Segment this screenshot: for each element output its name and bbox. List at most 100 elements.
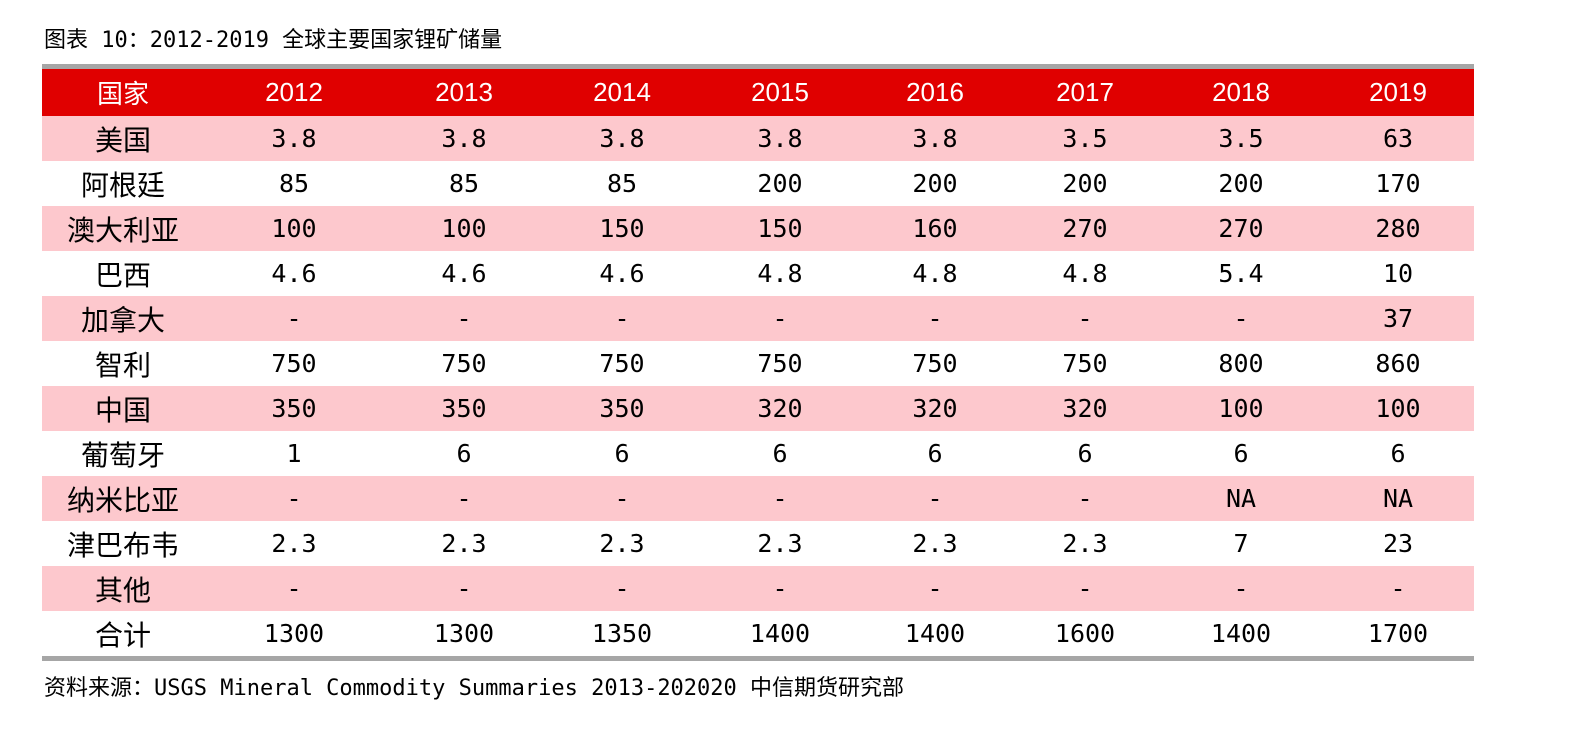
table-row: 智利 750 750 750 750 750 750 800 860 [42,341,1474,386]
value-cell: 2.3 [757,529,803,558]
value-cell: 160 [912,214,958,243]
value-cell: 6 [772,439,788,468]
country-cell: 合计 [94,619,151,651]
value-cell: 860 [1375,349,1421,378]
value-cell: - [614,574,630,603]
value-cell: 3.5 [1062,124,1108,153]
value-cell: 750 [599,349,645,378]
value-cell: - [927,484,943,513]
header-year: 2013 [435,77,493,107]
value-cell: NA [1225,484,1257,513]
value-cell: - [286,484,302,513]
country-cell: 智利 [94,349,151,381]
value-cell: 63 [1382,124,1414,153]
value-cell: 4.6 [271,259,317,288]
value-cell: - [927,574,943,603]
country-cell: 澳大利亚 [66,214,179,246]
table-body: 美国 3.8 3.8 3.8 3.8 3.8 3.5 3.5 63 阿根廷 85 85 85 200 200… [42,116,1474,656]
value-cell: 4.8 [757,259,803,288]
value-cell: 800 [1218,349,1264,378]
value-cell: 23 [1382,529,1414,558]
header-year: 2016 [906,77,964,107]
value-cell: 7 [1233,529,1249,558]
value-cell: 280 [1375,214,1421,243]
value-cell: 85 [278,169,310,198]
value-cell: 750 [441,349,487,378]
value-cell: 100 [271,214,317,243]
header-country: 国家 [96,79,149,109]
value-cell: 5.4 [1218,259,1264,288]
value-cell: - [456,304,472,333]
value-cell: 6 [614,439,630,468]
source-note: 资料来源：USGS Mineral Commodity Summaries 20… [44,676,905,701]
value-cell: 1400 [1210,619,1272,648]
value-cell: 320 [912,394,958,423]
table-row: 葡萄牙 1 6 6 6 6 6 6 6 [42,431,1474,476]
value-cell: - [1077,484,1093,513]
value-cell: 100 [1218,394,1264,423]
value-cell: - [772,484,788,513]
table-row: 其他 - - - - - - - - [42,566,1474,611]
country-cell: 津巴布韦 [66,529,179,561]
value-cell: 750 [757,349,803,378]
value-cell: - [1390,574,1406,603]
value-cell: 750 [1062,349,1108,378]
value-cell: 3.5 [1218,124,1264,153]
country-cell: 巴西 [94,259,151,291]
header-year: 2019 [1369,77,1427,107]
value-cell: 37 [1382,304,1414,333]
value-cell: - [286,574,302,603]
value-cell: 320 [1062,394,1108,423]
country-cell: 阿根廷 [80,169,165,201]
value-cell: 1600 [1054,619,1116,648]
value-cell: 750 [271,349,317,378]
value-cell: 200 [912,169,958,198]
value-cell: 2.3 [441,529,487,558]
table-header-row: 国家 2012 2013 2014 2015 2016 2017 2018 20… [42,69,1474,116]
value-cell: 1700 [1367,619,1429,648]
country-cell: 其他 [94,574,151,606]
country-cell: 中国 [94,394,151,426]
value-cell: 100 [441,214,487,243]
value-cell: - [1233,304,1249,333]
header-year: 2017 [1056,77,1114,107]
value-cell: 320 [757,394,803,423]
value-cell: - [456,574,472,603]
value-cell: 2.3 [1062,529,1108,558]
value-cell: 1300 [263,619,325,648]
header-year: 2015 [751,77,809,107]
value-cell: 3.8 [271,124,317,153]
country-cell: 纳米比亚 [66,484,179,516]
value-cell: 85 [448,169,480,198]
value-cell: 2.3 [271,529,317,558]
value-cell: 3.8 [599,124,645,153]
header-year: 2014 [593,77,651,107]
value-cell: 1300 [433,619,495,648]
value-cell: 100 [1375,394,1421,423]
value-cell: 10 [1382,259,1414,288]
value-cell: 85 [606,169,638,198]
value-cell: 3.8 [441,124,487,153]
value-cell: 1 [286,439,302,468]
value-cell: 200 [757,169,803,198]
table-row: 巴西 4.6 4.6 4.6 4.8 4.8 4.8 5.4 10 [42,251,1474,296]
value-cell: 6 [1390,439,1406,468]
value-cell: 200 [1062,169,1108,198]
value-cell: 150 [599,214,645,243]
value-cell: 350 [271,394,317,423]
value-cell: 170 [1375,169,1421,198]
header-year: 2018 [1212,77,1270,107]
value-cell: 350 [599,394,645,423]
value-cell: 4.8 [912,259,958,288]
value-cell: 2.3 [912,529,958,558]
value-cell: 4.6 [441,259,487,288]
value-cell: 6 [927,439,943,468]
value-cell: 6 [456,439,472,468]
table-row: 加拿大 - - - - - - - 37 [42,296,1474,341]
header-year: 2012 [265,77,323,107]
table-caption: 图表 10：2012-2019 全球主要国家锂矿储量 [44,28,503,53]
value-cell: 200 [1218,169,1264,198]
lithium-reserves-table: 国家 2012 2013 2014 2015 2016 2017 2018 20… [42,69,1474,656]
value-cell: - [286,304,302,333]
value-cell: 2.3 [599,529,645,558]
